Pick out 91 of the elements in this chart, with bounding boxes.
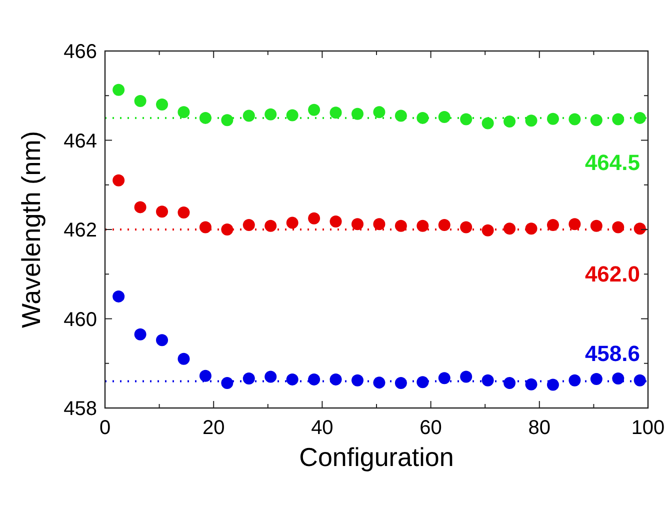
- point: [178, 106, 190, 118]
- point: [242, 372, 255, 385]
- point: [568, 374, 581, 386]
- point: [416, 220, 429, 232]
- point: [242, 219, 255, 232]
- point: [438, 372, 450, 384]
- point: [373, 106, 386, 118]
- point: [568, 113, 581, 126]
- point: [612, 113, 624, 126]
- point: [504, 377, 516, 390]
- point: [590, 114, 602, 126]
- point: [112, 84, 125, 96]
- point: [156, 334, 168, 346]
- point: [134, 94, 146, 107]
- point: [394, 377, 407, 390]
- point: [482, 374, 494, 386]
- point: [221, 377, 234, 390]
- point: [612, 372, 624, 385]
- point: [634, 374, 646, 386]
- point: [199, 221, 212, 234]
- point: [416, 376, 429, 388]
- point: [373, 376, 386, 389]
- point: [525, 114, 538, 127]
- point: [112, 174, 125, 186]
- point: [546, 112, 559, 125]
- y-tick-label: 462: [64, 220, 97, 242]
- point: [286, 109, 298, 122]
- point: [351, 108, 364, 120]
- ref-line-label: 458.6: [584, 341, 640, 366]
- x-tick-label: 0: [99, 417, 111, 439]
- point: [394, 110, 407, 122]
- point: [438, 111, 450, 124]
- point: [330, 106, 342, 119]
- point: [308, 212, 320, 224]
- point: [134, 328, 146, 340]
- point: [590, 220, 602, 232]
- point: [460, 113, 472, 126]
- point: [330, 373, 342, 386]
- point: [264, 108, 277, 120]
- point: [634, 112, 646, 124]
- point: [242, 110, 255, 122]
- point: [134, 201, 146, 214]
- x-axis-title: Configuration: [299, 442, 454, 472]
- point: [221, 224, 234, 236]
- point: [460, 221, 472, 234]
- point: [221, 114, 234, 126]
- point: [525, 222, 538, 235]
- y-tick-label: 466: [64, 41, 97, 63]
- x-tick-label: 80: [528, 417, 551, 439]
- y-tick-label: 460: [64, 308, 97, 331]
- point: [351, 374, 364, 386]
- y-tick-label: 464: [64, 130, 97, 152]
- point: [156, 98, 168, 111]
- x-tick-label: 100: [631, 417, 665, 439]
- point: [416, 112, 429, 124]
- point: [286, 216, 298, 229]
- y-tick-label: 458: [64, 398, 97, 420]
- point: [178, 206, 190, 219]
- point: [634, 222, 646, 235]
- x-tick-label: 60: [420, 417, 442, 439]
- point: [330, 215, 342, 228]
- point: [525, 378, 538, 390]
- point: [199, 370, 212, 382]
- point: [351, 218, 364, 230]
- point: [482, 117, 494, 130]
- point: [112, 290, 125, 302]
- point: [460, 370, 472, 383]
- point: [199, 112, 212, 124]
- point: [612, 221, 624, 234]
- ref-line-label: 464.5: [584, 150, 640, 175]
- point: [568, 218, 581, 230]
- point: [394, 220, 407, 232]
- point: [286, 373, 298, 386]
- y-axis-title: Wavelength (nm): [16, 131, 46, 328]
- point: [308, 104, 320, 116]
- x-tick-label: 20: [202, 417, 225, 439]
- point: [156, 206, 168, 218]
- point: [438, 219, 450, 232]
- ref-line-label: 462.0: [584, 262, 640, 286]
- point: [373, 218, 386, 230]
- point: [482, 224, 494, 236]
- point: [504, 222, 516, 235]
- point: [178, 352, 190, 365]
- point: [590, 372, 602, 385]
- point: [546, 219, 559, 232]
- point: [504, 116, 516, 128]
- point: [264, 220, 277, 232]
- x-tick-label: 40: [311, 417, 334, 439]
- point: [308, 373, 320, 386]
- point: [264, 370, 277, 383]
- point: [546, 378, 559, 391]
